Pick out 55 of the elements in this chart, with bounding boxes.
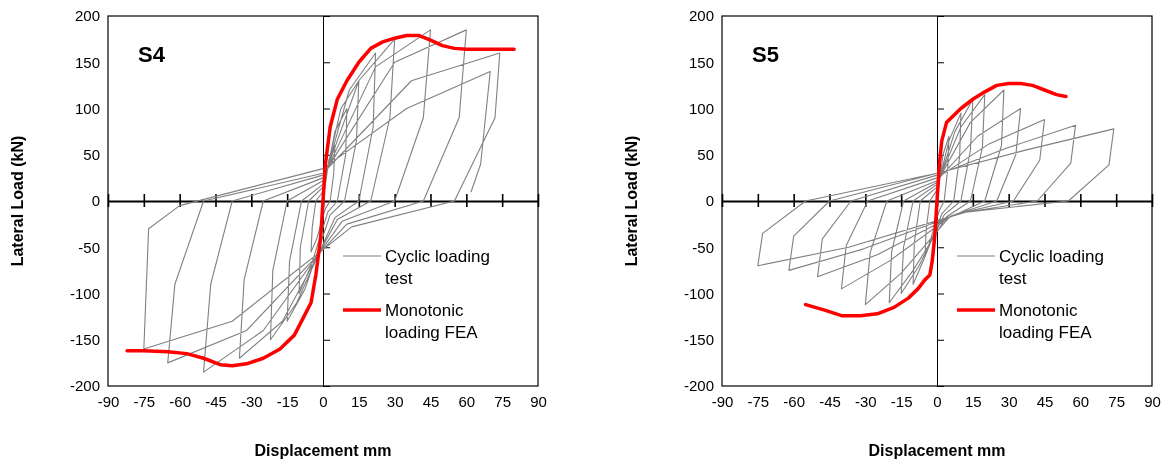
x-tick-label: 15	[964, 392, 982, 410]
legend-label: Cyclic loading test	[999, 247, 1104, 288]
x-tick-label: -75	[747, 392, 770, 410]
y-tick-label: -200	[69, 377, 100, 395]
x-tick-label: 75	[1108, 392, 1126, 410]
x-tick-label: -60	[169, 392, 192, 410]
text: S4	[138, 42, 166, 67]
x-tick-label: 45	[422, 392, 440, 410]
x-tick-label: -15	[276, 392, 299, 410]
x-tick-label: 0	[319, 392, 328, 410]
text: S5	[752, 42, 779, 67]
x-tick-label: -60	[783, 392, 806, 410]
x-axis-title: Displacement mm	[254, 442, 392, 459]
y-tick-label: -100	[69, 284, 100, 302]
legend-label: Cyclic loading test	[385, 247, 490, 288]
y-tick-label: -50	[692, 238, 714, 256]
y-tick-label: -150	[683, 331, 714, 349]
x-tick-label: -30	[240, 392, 263, 410]
x-tick-label: 60	[1072, 392, 1090, 410]
x-axis-title: Displacement mm	[868, 442, 1006, 459]
x-tick-label: 45	[1036, 392, 1054, 410]
y-tick-label: 150	[688, 53, 714, 71]
x-tick-label: -90	[711, 392, 734, 410]
y-tick-label: -50	[78, 238, 100, 256]
x-tick-label: -45	[205, 392, 227, 410]
x-tick-label: 15	[350, 392, 368, 410]
x-tick-label: 30	[1000, 392, 1018, 410]
legend-label: Monotonic loading FEA	[999, 301, 1093, 342]
x-tick-label: 75	[494, 392, 512, 410]
x-tick-label: -15	[890, 392, 913, 410]
legend-label: Monotonic loading FEA	[385, 301, 479, 342]
y-tick-label: 50	[697, 146, 714, 164]
line-series	[757, 89, 1115, 306]
x-tick-label: 60	[458, 392, 476, 410]
x-tick-label: -30	[854, 392, 877, 410]
y-tick-label: 0	[705, 192, 714, 210]
x-tick-label: 0	[933, 392, 942, 410]
y-tick-label: 50	[83, 146, 100, 164]
y-tick-label: -150	[69, 331, 100, 349]
y-axis-title: Lateral Load (kN)	[9, 135, 26, 267]
x-tick-label: -90	[97, 392, 120, 410]
x-tick-label: 90	[530, 392, 547, 410]
y-axis-title: Lateral Load (kN)	[623, 135, 640, 267]
y-tick-label: 100	[688, 99, 714, 117]
y-tick-label: -100	[683, 284, 714, 302]
y-tick-label: -200	[683, 377, 714, 395]
y-tick-label: 200	[74, 7, 100, 25]
y-tick-label: 0	[91, 192, 100, 210]
y-tick-label: 200	[688, 7, 714, 25]
x-tick-label: 90	[1144, 392, 1161, 410]
y-tick-label: 150	[74, 53, 100, 71]
y-tick-label: 100	[74, 99, 100, 117]
x-tick-label: -75	[133, 392, 156, 410]
x-tick-label: 30	[386, 392, 404, 410]
x-tick-label: -45	[819, 392, 841, 410]
